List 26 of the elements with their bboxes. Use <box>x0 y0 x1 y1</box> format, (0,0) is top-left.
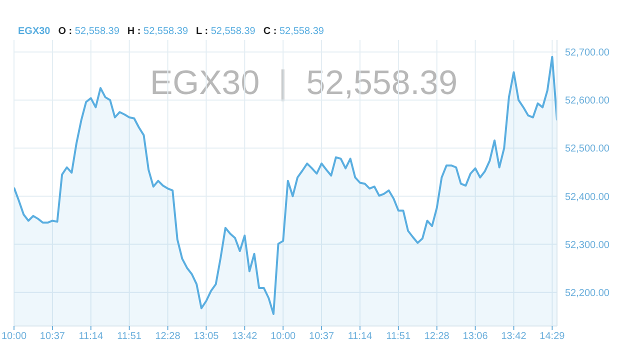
x-tick-label: 11:14 <box>348 331 373 342</box>
x-tick-label: 11:51 <box>386 331 411 342</box>
y-tick-label: 52,600.00 <box>565 96 610 107</box>
x-tick-label: 11:14 <box>78 331 104 342</box>
chart-title: EGX30 <box>18 26 50 37</box>
y-tick-label: 52,400.00 <box>565 192 610 203</box>
x-tick-label: 10:37 <box>40 331 66 342</box>
x-tick-label: 10:37 <box>309 331 334 342</box>
text: O : 52,558.39 <box>58 26 120 37</box>
x-tick-label: 14:29 <box>540 331 566 342</box>
x-tick-label: 13:42 <box>501 331 527 342</box>
y-tick-label: 52,700.00 <box>565 48 610 59</box>
x-tick-label: 10:00 <box>1 331 27 342</box>
text: L : 52,558.39 <box>196 26 256 37</box>
x-tick-label: 13:05 <box>194 331 220 342</box>
x-tick-label: 12:28 <box>424 331 450 342</box>
text: H : 52,558.39 <box>127 26 188 37</box>
y-tick-label: 52,200.00 <box>565 288 610 299</box>
x-tick-label: 10:00 <box>270 331 296 342</box>
y-tick-label: 52,300.00 <box>565 240 610 251</box>
x-tick-label: 11:51 <box>117 331 142 342</box>
text: C : 52,558.39 <box>263 26 324 37</box>
x-tick-label: 13:42 <box>232 331 258 342</box>
y-tick-label: 52,500.00 <box>565 144 610 155</box>
x-tick-label: 12:28 <box>155 331 181 342</box>
x-tick-label: 13:06 <box>462 331 488 342</box>
